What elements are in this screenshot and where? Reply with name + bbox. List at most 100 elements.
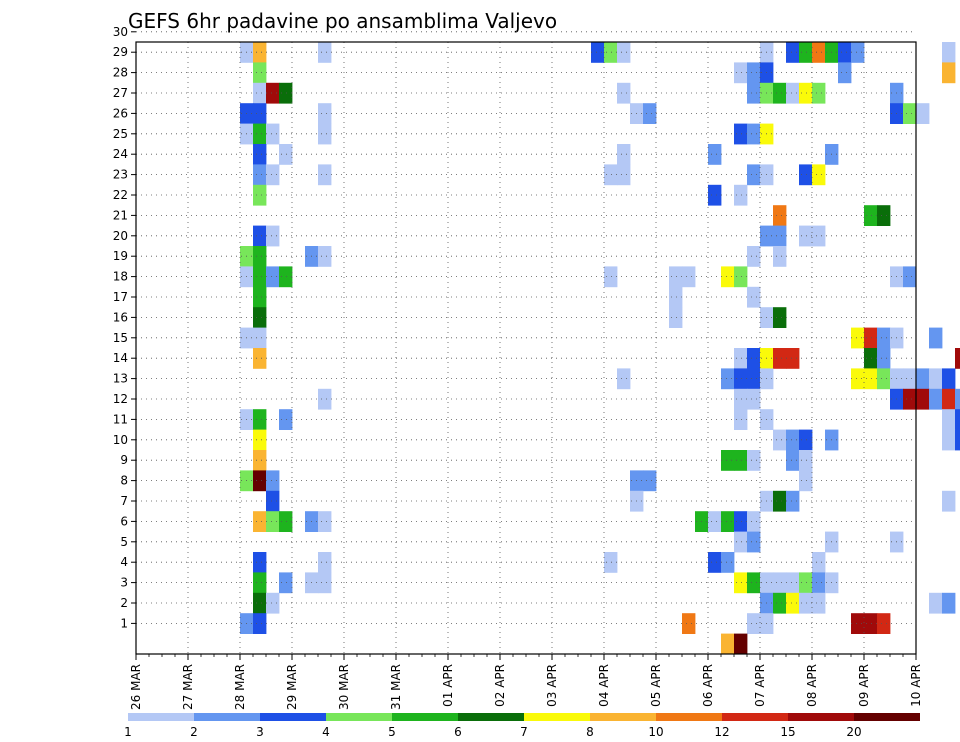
heatmap-cell [253,123,267,145]
heatmap-cell [253,82,267,104]
colorbar-label: 7 [520,725,528,739]
x-tick-label: 04 APR [597,664,611,707]
heatmap-cell [747,348,761,369]
heatmap-cell [617,82,631,104]
heatmap-cell [253,103,267,124]
heatmap-cell [266,490,280,512]
heatmap-cell [279,409,293,430]
colorbar-label: 5 [388,725,396,739]
heatmap-cell [682,266,696,288]
heatmap-cell [942,592,956,614]
heatmap-cell [916,103,930,124]
heatmap-cell [812,225,826,247]
chart-title: GEFS 6hr padavine po ansamblima Valjevo [128,9,557,33]
heatmap-cell [253,409,267,430]
heatmap-cell [799,470,813,492]
heatmap-cell [266,470,280,492]
colorbar-swatch [788,713,854,721]
colorbar-label: 6 [454,725,462,739]
heatmap-cell [266,266,280,288]
heatmap-cell [253,511,267,532]
colorbar-swatch [128,713,194,721]
heatmap-cell [955,429,960,451]
heatmap-cell [734,348,748,369]
heatmap-cell [253,613,267,634]
colorbar-swatch [722,713,788,721]
heatmap-cell [279,572,293,594]
colorbar-swatch [326,713,392,721]
y-tick-label: 26 [113,106,128,120]
heatmap-cell [929,327,943,349]
x-tick-label: 30 MAR [337,664,351,710]
heatmap-cell [253,592,267,614]
heatmap-cell [318,103,332,124]
heatmap-cell [708,184,722,206]
heatmap-cell [253,470,267,492]
y-tick-label: 24 [113,147,128,161]
colorbar-label: 15 [780,725,795,739]
y-tick-label: 2 [120,596,128,610]
heatmap-cell [799,82,813,104]
y-tick-label: 4 [120,555,128,569]
heatmap-cell [669,266,683,288]
colorbar-swatch [194,713,260,721]
colorbar-label: 12 [714,725,729,739]
y-tick-label: 19 [113,249,128,263]
heatmap-cell [253,307,267,328]
y-tick-label: 30 [113,25,128,39]
colorbar-label: 2 [190,725,198,739]
x-tick-label: 02 APR [493,664,507,707]
heatmap-cell [812,42,826,63]
x-tick-label: 31 MAR [389,664,403,710]
heatmap-cell [318,123,332,145]
heatmap-cell [318,164,332,186]
y-tick-label: 29 [113,45,128,59]
heatmap-cell [838,62,852,84]
colorbar-label: 3 [256,725,264,739]
heatmap-cell [864,368,878,390]
x-tick-label: 09 APR [857,664,871,707]
colorbar-label: 1 [124,725,132,739]
heatmap-cell [253,225,267,247]
heatmap-cell [318,246,332,267]
heatmap-cell [786,490,800,512]
x-tick-label: 28 MAR [233,664,247,710]
heatmap-cell [617,42,631,63]
heatmap-cell [929,388,943,410]
heatmap-cell [877,613,891,634]
heatmap-cell [266,164,280,186]
colorbar-swatch [656,713,722,721]
heatmap-cell [721,266,735,288]
y-axis: 1234567891011121314151617181920212223242… [113,25,136,630]
heatmap-cell [266,225,280,247]
heatmap-cell [734,409,748,430]
heatmap-cell [734,572,748,594]
heatmap-cell [253,327,267,349]
heatmap-cell [734,633,748,655]
heatmap-cell [669,286,683,308]
heatmap-cell [734,450,748,471]
heatmap-cell [773,490,787,512]
heatmap-cell [747,450,761,471]
heatmap-cell [747,613,761,634]
y-tick-label: 7 [120,494,128,508]
colorbar-label: 10 [648,725,663,739]
heatmap-cell [812,164,826,186]
heatmap-cell [279,511,293,532]
heatmap-cell [734,184,748,206]
x-tick-label: 08 APR [805,664,819,707]
y-tick-label: 20 [113,229,128,243]
heatmap-cell [266,592,280,614]
y-tick-label: 25 [113,127,128,141]
heatmap-cell [929,592,943,614]
x-tick-label: 03 APR [545,664,559,707]
heatmap-cell [812,82,826,104]
colorbar-swatch [392,713,458,721]
heatmap-cell [773,225,787,247]
y-tick-label: 10 [113,433,128,447]
x-tick-label: 05 APR [649,664,663,707]
heatmap-cell [318,388,332,410]
heatmap-cell [318,572,332,594]
heatmap-cell [786,348,800,369]
